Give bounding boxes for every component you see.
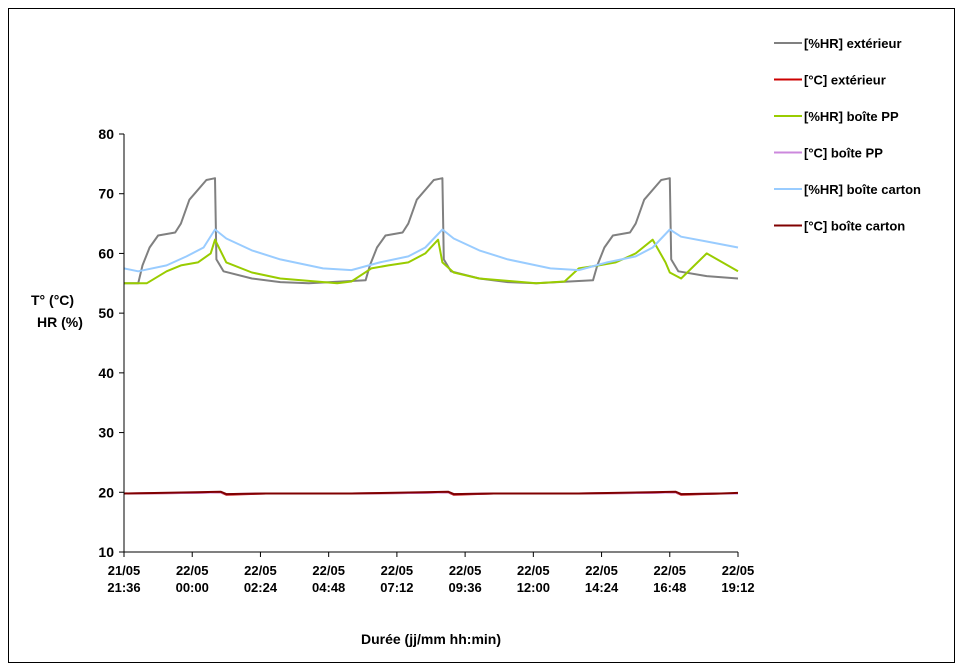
y-tick-label: 60 — [98, 245, 114, 261]
legend-label: [°C] boîte PP — [804, 146, 883, 161]
x-tick-label-time: 00:00 — [176, 580, 209, 595]
series-line — [123, 228, 739, 273]
x-tick-label-time: 02:24 — [244, 580, 278, 595]
series-line — [123, 490, 739, 496]
y-axis-label-line-2: HR (%) — [37, 314, 83, 330]
x-tick-label-date: 22/05 — [722, 563, 755, 578]
x-tick-label-time: 21:36 — [107, 580, 140, 595]
x-tick-label-date: 22/05 — [381, 563, 414, 578]
x-tick-label-date: 22/05 — [585, 563, 618, 578]
series-line — [124, 177, 739, 285]
x-tick-label-time: 04:48 — [312, 580, 345, 595]
x-tick-label-date: 22/05 — [312, 563, 345, 578]
y-tick-label: 40 — [98, 365, 114, 381]
line-chart: 10 20 30 40 50 60 70 80 21/05 21:36 22/05 00:00 22/0… — [31, 36, 921, 647]
x-tick-label-time: 19:12 — [721, 580, 754, 595]
legend-label: [°C] extérieur — [804, 73, 886, 88]
x-tick-label-date: 22/05 — [517, 563, 550, 578]
x-tick-label-date: 22/05 — [449, 563, 482, 578]
legend-label: [°C] boîte carton — [804, 219, 905, 234]
x-tick-label-date: 21/05 — [108, 563, 141, 578]
x-tick-label-time: 07:12 — [380, 580, 413, 595]
legend-label: [%HR] boîte carton — [804, 182, 921, 197]
y-axis-label-line-1: T° (°C) — [31, 292, 74, 308]
y-tick-label: 70 — [98, 186, 114, 202]
y-tick-label: 50 — [98, 305, 114, 321]
x-tick-label-date: 22/05 — [654, 563, 687, 578]
series-line — [124, 238, 739, 285]
y-tick-label: 80 — [98, 126, 114, 142]
x-tick-label-date: 22/05 — [244, 563, 277, 578]
x-tick-label-date: 22/05 — [176, 563, 209, 578]
x-axis-label: Durée (jj/mm hh:min) — [361, 631, 501, 647]
y-tick-label: 20 — [98, 484, 114, 500]
x-tick-label-time: 14:24 — [585, 580, 619, 595]
chart-frame: 10 20 30 40 50 60 70 80 21/05 21:36 22/05 00:00 22/0… — [8, 8, 955, 663]
legend-label: [%HR] extérieur — [804, 36, 902, 51]
x-tick-label-time: 16:48 — [653, 580, 686, 595]
y-tick-label: 10 — [98, 544, 114, 560]
y-tick-label: 30 — [98, 425, 114, 441]
legend-label: [%HR] boîte PP — [804, 109, 899, 124]
x-tick-label-time: 12:00 — [517, 580, 550, 595]
x-tick-label-time: 09:36 — [448, 580, 481, 595]
